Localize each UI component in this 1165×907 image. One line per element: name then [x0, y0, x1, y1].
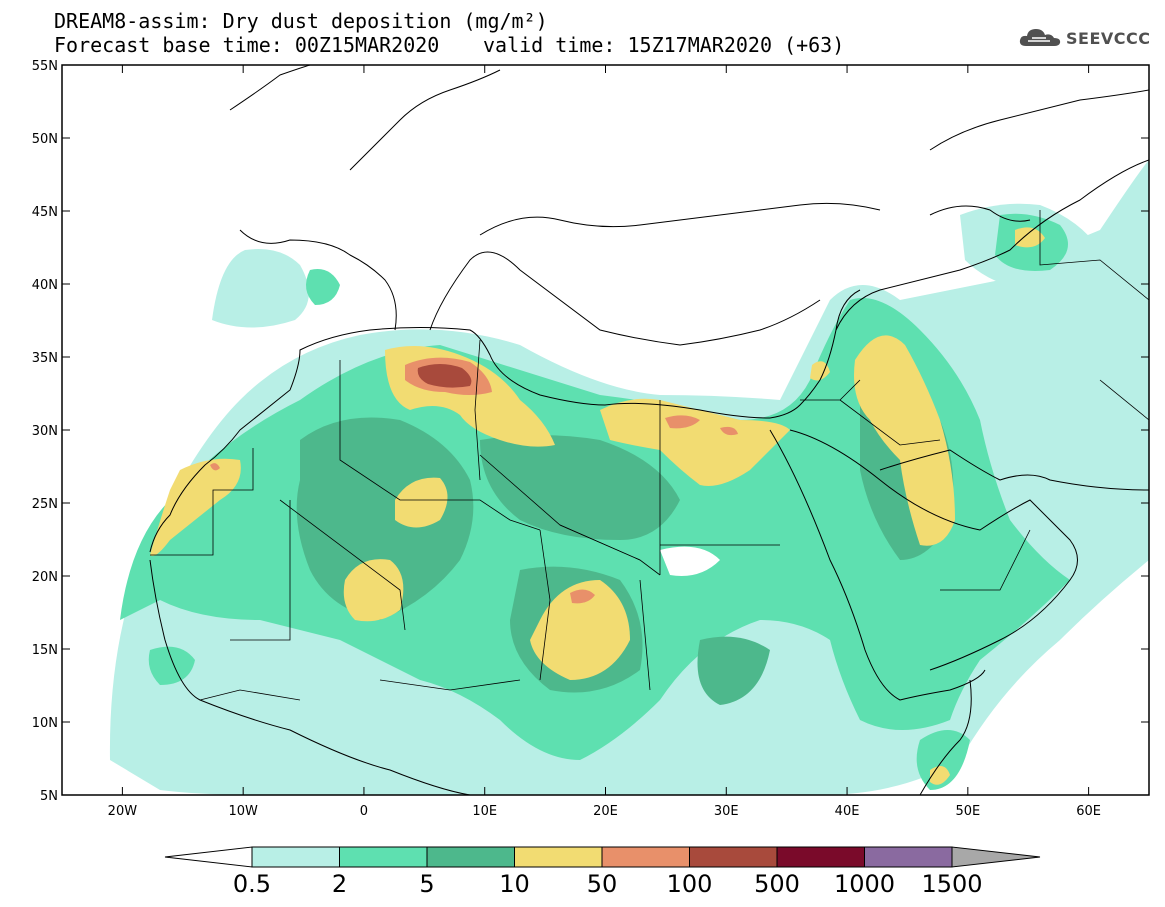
valid-time: valid time: 15Z17MAR2020 (+63): [483, 33, 845, 57]
latitude-axis: 55N 50N 45N 40N 35N 30N 25N 20N 15N 10N 5N: [32, 59, 1149, 804]
lon-tick-label: 50E: [955, 804, 980, 819]
colorbar-label: 2: [332, 870, 347, 898]
colorbar-under-arrow: [164, 846, 253, 868]
longitude-axis: 20W 10W 0 10E 20E 30E 40E 50E 60E: [108, 65, 1101, 819]
field-100-500: [417, 364, 472, 388]
colorbar-label: 5: [419, 870, 434, 898]
lat-tick-label: 5N: [40, 789, 58, 804]
colorbar-box: [601, 846, 690, 868]
colorbar-box: [864, 846, 953, 868]
colorbar-box: [689, 846, 778, 868]
lon-tick-label: 10W: [228, 804, 258, 819]
lat-tick-label: 45N: [32, 205, 58, 220]
colorbar-box: [339, 846, 428, 868]
lat-tick-label: 20N: [32, 570, 58, 585]
colorbar-label: 50: [587, 870, 618, 898]
colorbar-label: 500: [754, 870, 800, 898]
coastlines: [149, 65, 1149, 795]
lat-tick-label: 50N: [32, 132, 58, 147]
field-gaps: [660, 546, 720, 576]
forecast-base-time: Forecast base time: 00Z15MAR2020: [54, 33, 440, 57]
colorbar: 0.5 2 5 10 50 100 500 1000 1500: [164, 846, 1041, 898]
colorbar-box: [776, 846, 865, 868]
dust-fields: [109, 160, 1149, 795]
lon-tick-label: 30E: [714, 804, 739, 819]
colorbar-label: 1500: [921, 870, 982, 898]
field-10-50: [150, 227, 1045, 785]
lat-tick-label: 15N: [32, 643, 58, 658]
colorbar-label: 10: [499, 870, 530, 898]
logo-text: SEEVCCC: [1066, 28, 1151, 48]
colorbar-label: 0.5: [233, 870, 271, 898]
colorbar-box: [251, 846, 340, 868]
colorbar-box: [426, 846, 515, 868]
lon-tick-label: 10E: [472, 804, 497, 819]
lat-tick-label: 55N: [32, 59, 58, 74]
country-borders: [150, 210, 1149, 701]
cloud-icon: [1019, 29, 1061, 46]
colorbar-box: [514, 846, 603, 868]
lon-tick-label: 20E: [593, 804, 618, 819]
lat-tick-label: 25N: [32, 497, 58, 512]
colorbar-over-arrow: [951, 846, 1041, 868]
lon-tick-label: 20W: [108, 804, 138, 819]
lon-tick-label: 0: [360, 804, 368, 819]
lat-tick-label: 40N: [32, 278, 58, 293]
lat-tick-label: 10N: [32, 716, 58, 731]
lat-tick-label: 35N: [32, 351, 58, 366]
seevccc-logo: SEEVCCC: [1018, 26, 1151, 50]
lat-tick-label: 30N: [32, 424, 58, 439]
colorbar-label: 1000: [834, 870, 895, 898]
colorbar-label: 100: [667, 870, 713, 898]
lon-tick-label: 40E: [835, 804, 860, 819]
map-title: DREAM8-assim: Dry dust deposition (mg/m²…: [54, 9, 548, 33]
lon-tick-label: 60E: [1076, 804, 1101, 819]
